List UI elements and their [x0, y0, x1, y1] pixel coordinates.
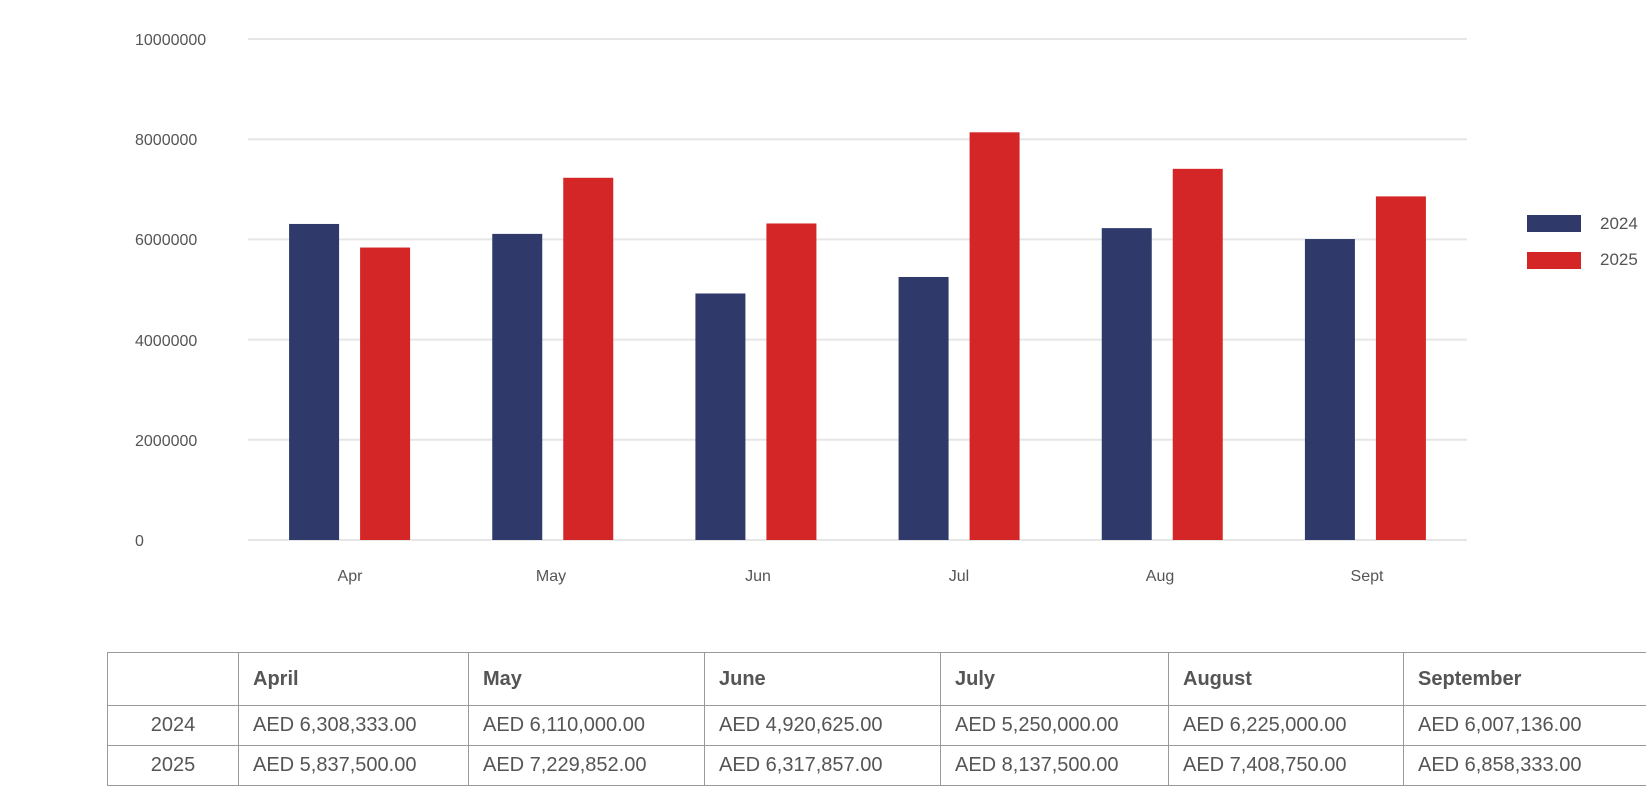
table-header-cell: August	[1168, 652, 1404, 706]
bar-2024-apr	[289, 223, 340, 540]
y-tick-label: 8000000	[135, 132, 197, 149]
table-cell: AED 5,250,000.00	[940, 705, 1169, 746]
table-header-row: April May June July August September	[107, 652, 1646, 706]
table-header-cell: June	[704, 652, 941, 706]
bar-chart: 0 2000000 4000000 6000000 8000000 100000…	[135, 32, 1638, 585]
y-tick-label: 4000000	[135, 333, 197, 350]
x-tick-label: Jun	[745, 568, 771, 585]
table-row: 2024 AED 6,308,333.00 AED 6,110,000.00 A…	[107, 705, 1646, 746]
legend-swatch-2024	[1527, 215, 1581, 232]
table-cell: AED 5,837,500.00	[238, 745, 469, 786]
table-cell: AED 6,858,333.00	[1403, 745, 1646, 786]
legend-label-2024: 2024	[1600, 214, 1638, 233]
legend: 2024 2025	[1527, 214, 1638, 269]
x-tick-label: Jul	[949, 568, 969, 585]
bar-2025-jul	[969, 132, 1020, 540]
table-cell: AED 7,229,852.00	[468, 745, 705, 786]
table-header-cell: May	[468, 652, 705, 706]
y-tick-label: 0	[135, 533, 144, 550]
table-cell: AED 6,308,333.00	[238, 705, 469, 746]
x-tick-label: Sept	[1351, 568, 1384, 585]
table-cell: AED 7,408,750.00	[1168, 745, 1404, 786]
x-tick-label: Aug	[1146, 568, 1174, 585]
table-cell: AED 6,317,857.00	[704, 745, 941, 786]
table-cell: AED 6,007,136.00	[1403, 705, 1646, 746]
table-row-label: 2025	[107, 745, 239, 786]
bar-2025-apr	[360, 247, 411, 540]
x-axis-ticks: Apr May Jun Jul Aug Sept	[338, 568, 1384, 585]
table-header-cell	[107, 652, 239, 706]
table-cell: AED 6,110,000.00	[468, 705, 705, 746]
table-header-cell: July	[940, 652, 1169, 706]
table-header-cell: April	[238, 652, 469, 706]
table-header-cell: September	[1403, 652, 1646, 706]
x-tick-label: May	[536, 568, 566, 585]
bar-2025-jun	[766, 223, 817, 541]
bar-2024-jun	[695, 293, 746, 540]
y-tick-label: 10000000	[135, 32, 206, 49]
y-tick-label: 2000000	[135, 433, 197, 450]
bar-2025-sept	[1375, 196, 1426, 540]
legend-label-2025: 2025	[1600, 250, 1638, 269]
y-axis-ticks: 0 2000000 4000000 6000000 8000000 100000…	[135, 32, 206, 550]
table-cell: AED 8,137,500.00	[940, 745, 1169, 786]
legend-swatch-2025	[1527, 252, 1581, 269]
table-cell: AED 6,225,000.00	[1168, 705, 1404, 746]
bar-2025-aug	[1172, 168, 1223, 540]
table-row-label: 2024	[107, 705, 239, 746]
x-tick-label: Apr	[338, 568, 364, 585]
bar-2024-sept	[1304, 239, 1355, 540]
bars	[289, 132, 1426, 541]
bar-2024-aug	[1101, 228, 1152, 540]
table-cell: AED 4,920,625.00	[704, 705, 941, 746]
bar-2024-may	[492, 233, 543, 540]
bar-2025-may	[563, 177, 614, 540]
y-tick-label: 6000000	[135, 232, 197, 249]
bar-2024-jul	[898, 276, 949, 540]
table-row: 2025 AED 5,837,500.00 AED 7,229,852.00 A…	[107, 745, 1646, 786]
gridlines	[248, 38, 1467, 541]
data-table: April May June July August September 202…	[107, 652, 1646, 786]
